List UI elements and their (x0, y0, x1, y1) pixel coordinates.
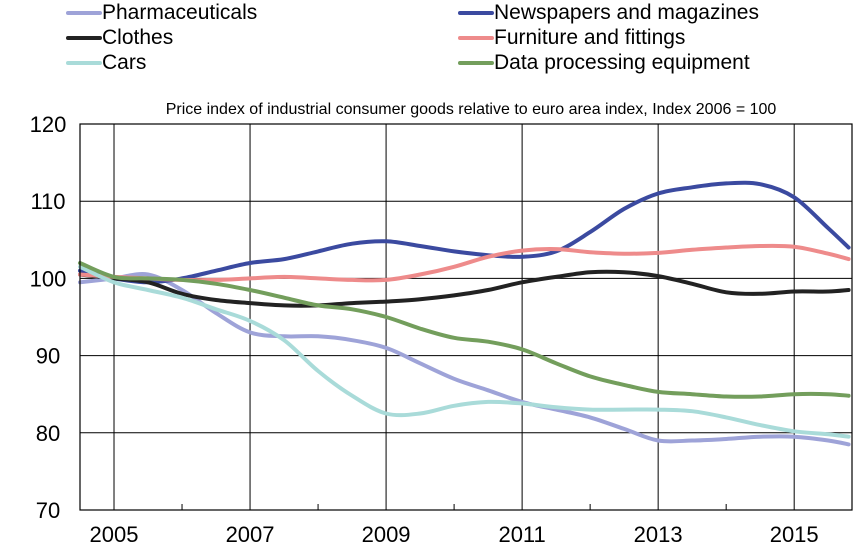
series-line-clothes (78, 269, 851, 308)
legend-item-furniture-and-fittings: Furniture and fittings (458, 26, 685, 49)
legend: Pharmaceuticals Newspapers and magazines C… (66, 1, 759, 74)
legend-item-clothes: Clothes (66, 26, 173, 49)
x-axis-ticks: 2005 2007 2009 2011 2013 2015 (90, 504, 819, 547)
y-tick-label: 90 (36, 344, 60, 369)
legend-item-data-processing-equipment: Data processing equipment (458, 51, 750, 74)
legend-label: Newspapers and magazines (494, 1, 759, 24)
plot-frame (79, 123, 853, 511)
series-line-cars (78, 264, 851, 439)
plot-background (80, 124, 852, 510)
y-tick-label: 110 (30, 189, 65, 214)
series-line-newspapers-and-magazines (78, 180, 851, 285)
x-tick-label: 2011 (498, 522, 545, 547)
legend-label: Cars (102, 51, 146, 74)
x-tick-label: 2013 (634, 522, 683, 547)
y-tick-label: 120 (30, 112, 67, 137)
legend-item-pharmaceuticals: Pharmaceuticals (66, 1, 257, 24)
y-axis-ticks: 70 80 90 100 110 120 (30, 112, 67, 523)
horizontal-gridlines (80, 200, 852, 434)
y-tick-label: 80 (36, 421, 60, 446)
series-line-pharmaceuticals (78, 272, 851, 447)
series-line-data-processing-equipment (78, 261, 851, 399)
legend-label: Data processing equipment (494, 51, 750, 74)
series-line-furniture-and-fittings (78, 243, 851, 283)
y-tick-label: 100 (30, 266, 67, 291)
x-tick-label: 2009 (362, 522, 411, 547)
legend-label: Clothes (102, 26, 173, 49)
series-layer (78, 180, 851, 447)
y-tick-label: 70 (36, 498, 60, 523)
vertical-gridlines (113, 124, 795, 510)
chart-subtitle: Price index of industrial consumer goods… (166, 101, 777, 118)
x-tick-label: 2007 (226, 522, 275, 547)
x-tick-label: 2015 (770, 522, 819, 547)
legend-item-newspapers-and-magazines: Newspapers and magazines (458, 1, 759, 24)
x-tick-label: 2005 (90, 522, 139, 547)
legend-item-cars: Cars (66, 51, 146, 74)
legend-label: Pharmaceuticals (102, 1, 257, 24)
legend-label: Furniture and fittings (494, 26, 685, 49)
plot-area (78, 123, 853, 511)
